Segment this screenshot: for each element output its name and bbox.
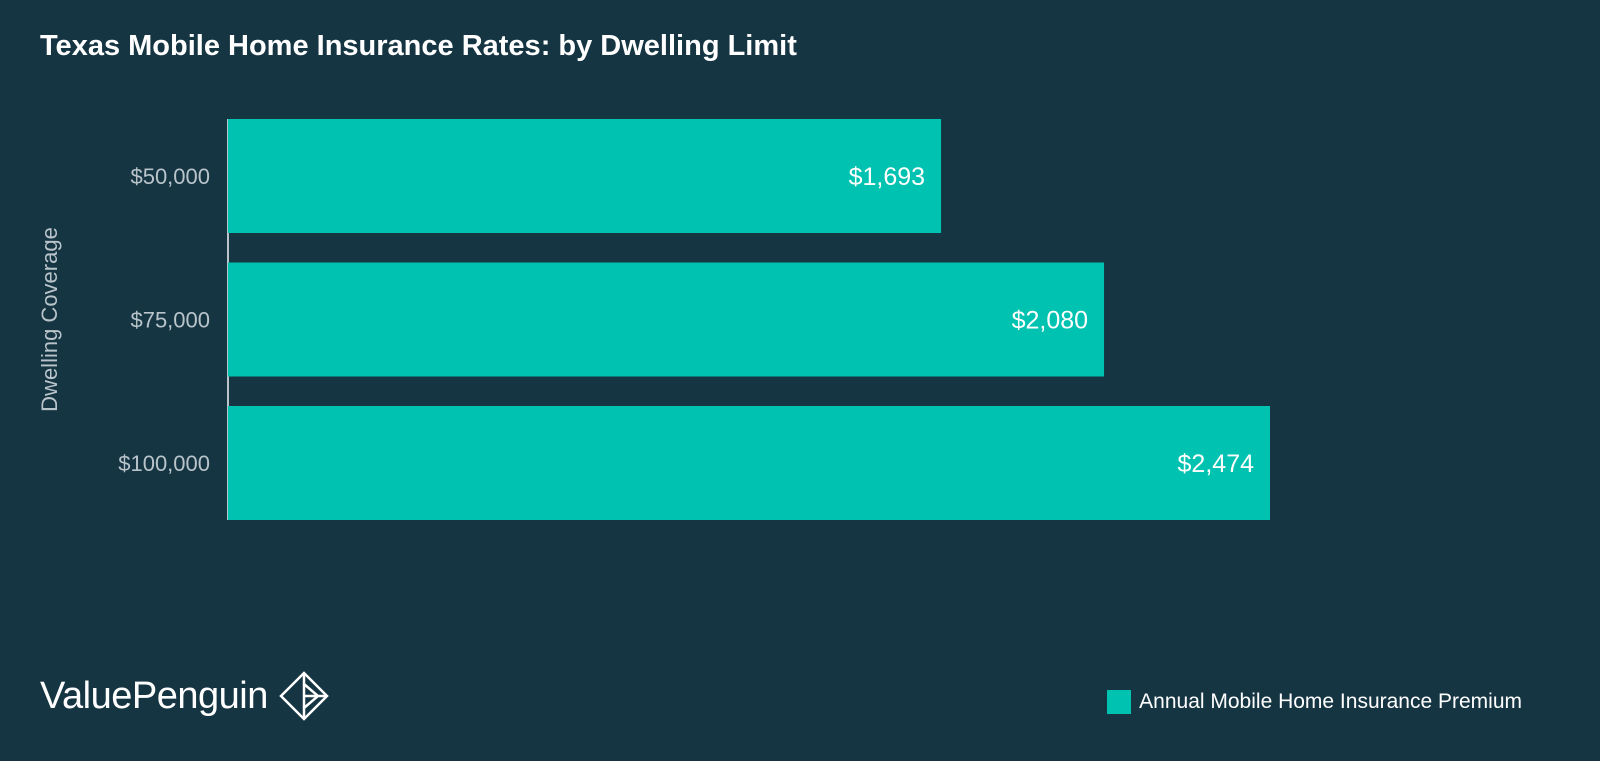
bar-0: [228, 119, 942, 233]
bars-group: $1,693 $50,000 $2,080 $75,000 $2,474 $100,000: [118, 119, 1270, 520]
bar-value-label: $2,080: [1012, 307, 1088, 335]
legend: Annual Mobile Home Insurance Premium: [1107, 690, 1522, 714]
y-tick-label: $50,000: [130, 164, 210, 189]
y-tick-label: $100,000: [118, 451, 210, 476]
bar-2: [228, 406, 1270, 520]
brand-name: ValuePenguin: [40, 674, 268, 717]
bar-value-label: $1,693: [849, 163, 925, 191]
valuepenguin-logo-icon: [279, 671, 329, 721]
y-tick-label: $75,000: [130, 308, 210, 333]
chart-title: Texas Mobile Home Insurance Rates: by Dw…: [40, 30, 797, 62]
legend-label: Annual Mobile Home Insurance Premium: [1139, 690, 1522, 713]
legend-swatch: [1107, 690, 1132, 714]
y-axis-label: Dwelling Coverage: [37, 227, 62, 412]
bar-value-label: $2,474: [1178, 450, 1255, 478]
brand-logo: ValuePenguin: [40, 670, 330, 722]
bar-1: [228, 262, 1105, 377]
